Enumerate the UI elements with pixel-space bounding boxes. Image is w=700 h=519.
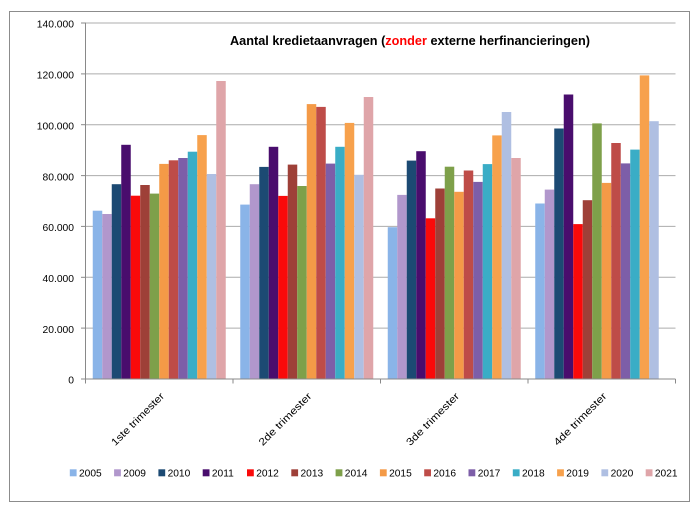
svg-text:2019: 2019 — [566, 468, 589, 479]
svg-text:2017: 2017 — [478, 468, 501, 479]
svg-text:2013: 2013 — [301, 468, 324, 479]
svg-text:2010: 2010 — [168, 468, 191, 479]
svg-text:0: 0 — [68, 376, 74, 387]
svg-text:2011: 2011 — [212, 468, 234, 479]
svg-text:2016: 2016 — [433, 468, 456, 479]
svg-text:2009: 2009 — [123, 468, 146, 479]
svg-text:2021: 2021 — [655, 468, 678, 479]
svg-text:2005: 2005 — [79, 468, 102, 479]
svg-text:60.000: 60.000 — [43, 223, 75, 234]
svg-text:140.000: 140.000 — [37, 20, 74, 31]
svg-text:120.000: 120.000 — [37, 71, 74, 82]
svg-text:2014: 2014 — [345, 468, 368, 479]
svg-text:40.000: 40.000 — [43, 274, 75, 285]
svg-text:100.000: 100.000 — [37, 121, 74, 132]
svg-text:2012: 2012 — [256, 468, 279, 479]
svg-text:2015: 2015 — [389, 468, 412, 479]
svg-text:Aantal kredietaanvragen (zonde: Aantal kredietaanvragen (zonder externe … — [230, 33, 590, 48]
svg-text:2018: 2018 — [522, 468, 545, 479]
svg-text:80.000: 80.000 — [43, 172, 75, 183]
svg-text:20.000: 20.000 — [43, 325, 75, 336]
svg-text:2020: 2020 — [611, 468, 634, 479]
